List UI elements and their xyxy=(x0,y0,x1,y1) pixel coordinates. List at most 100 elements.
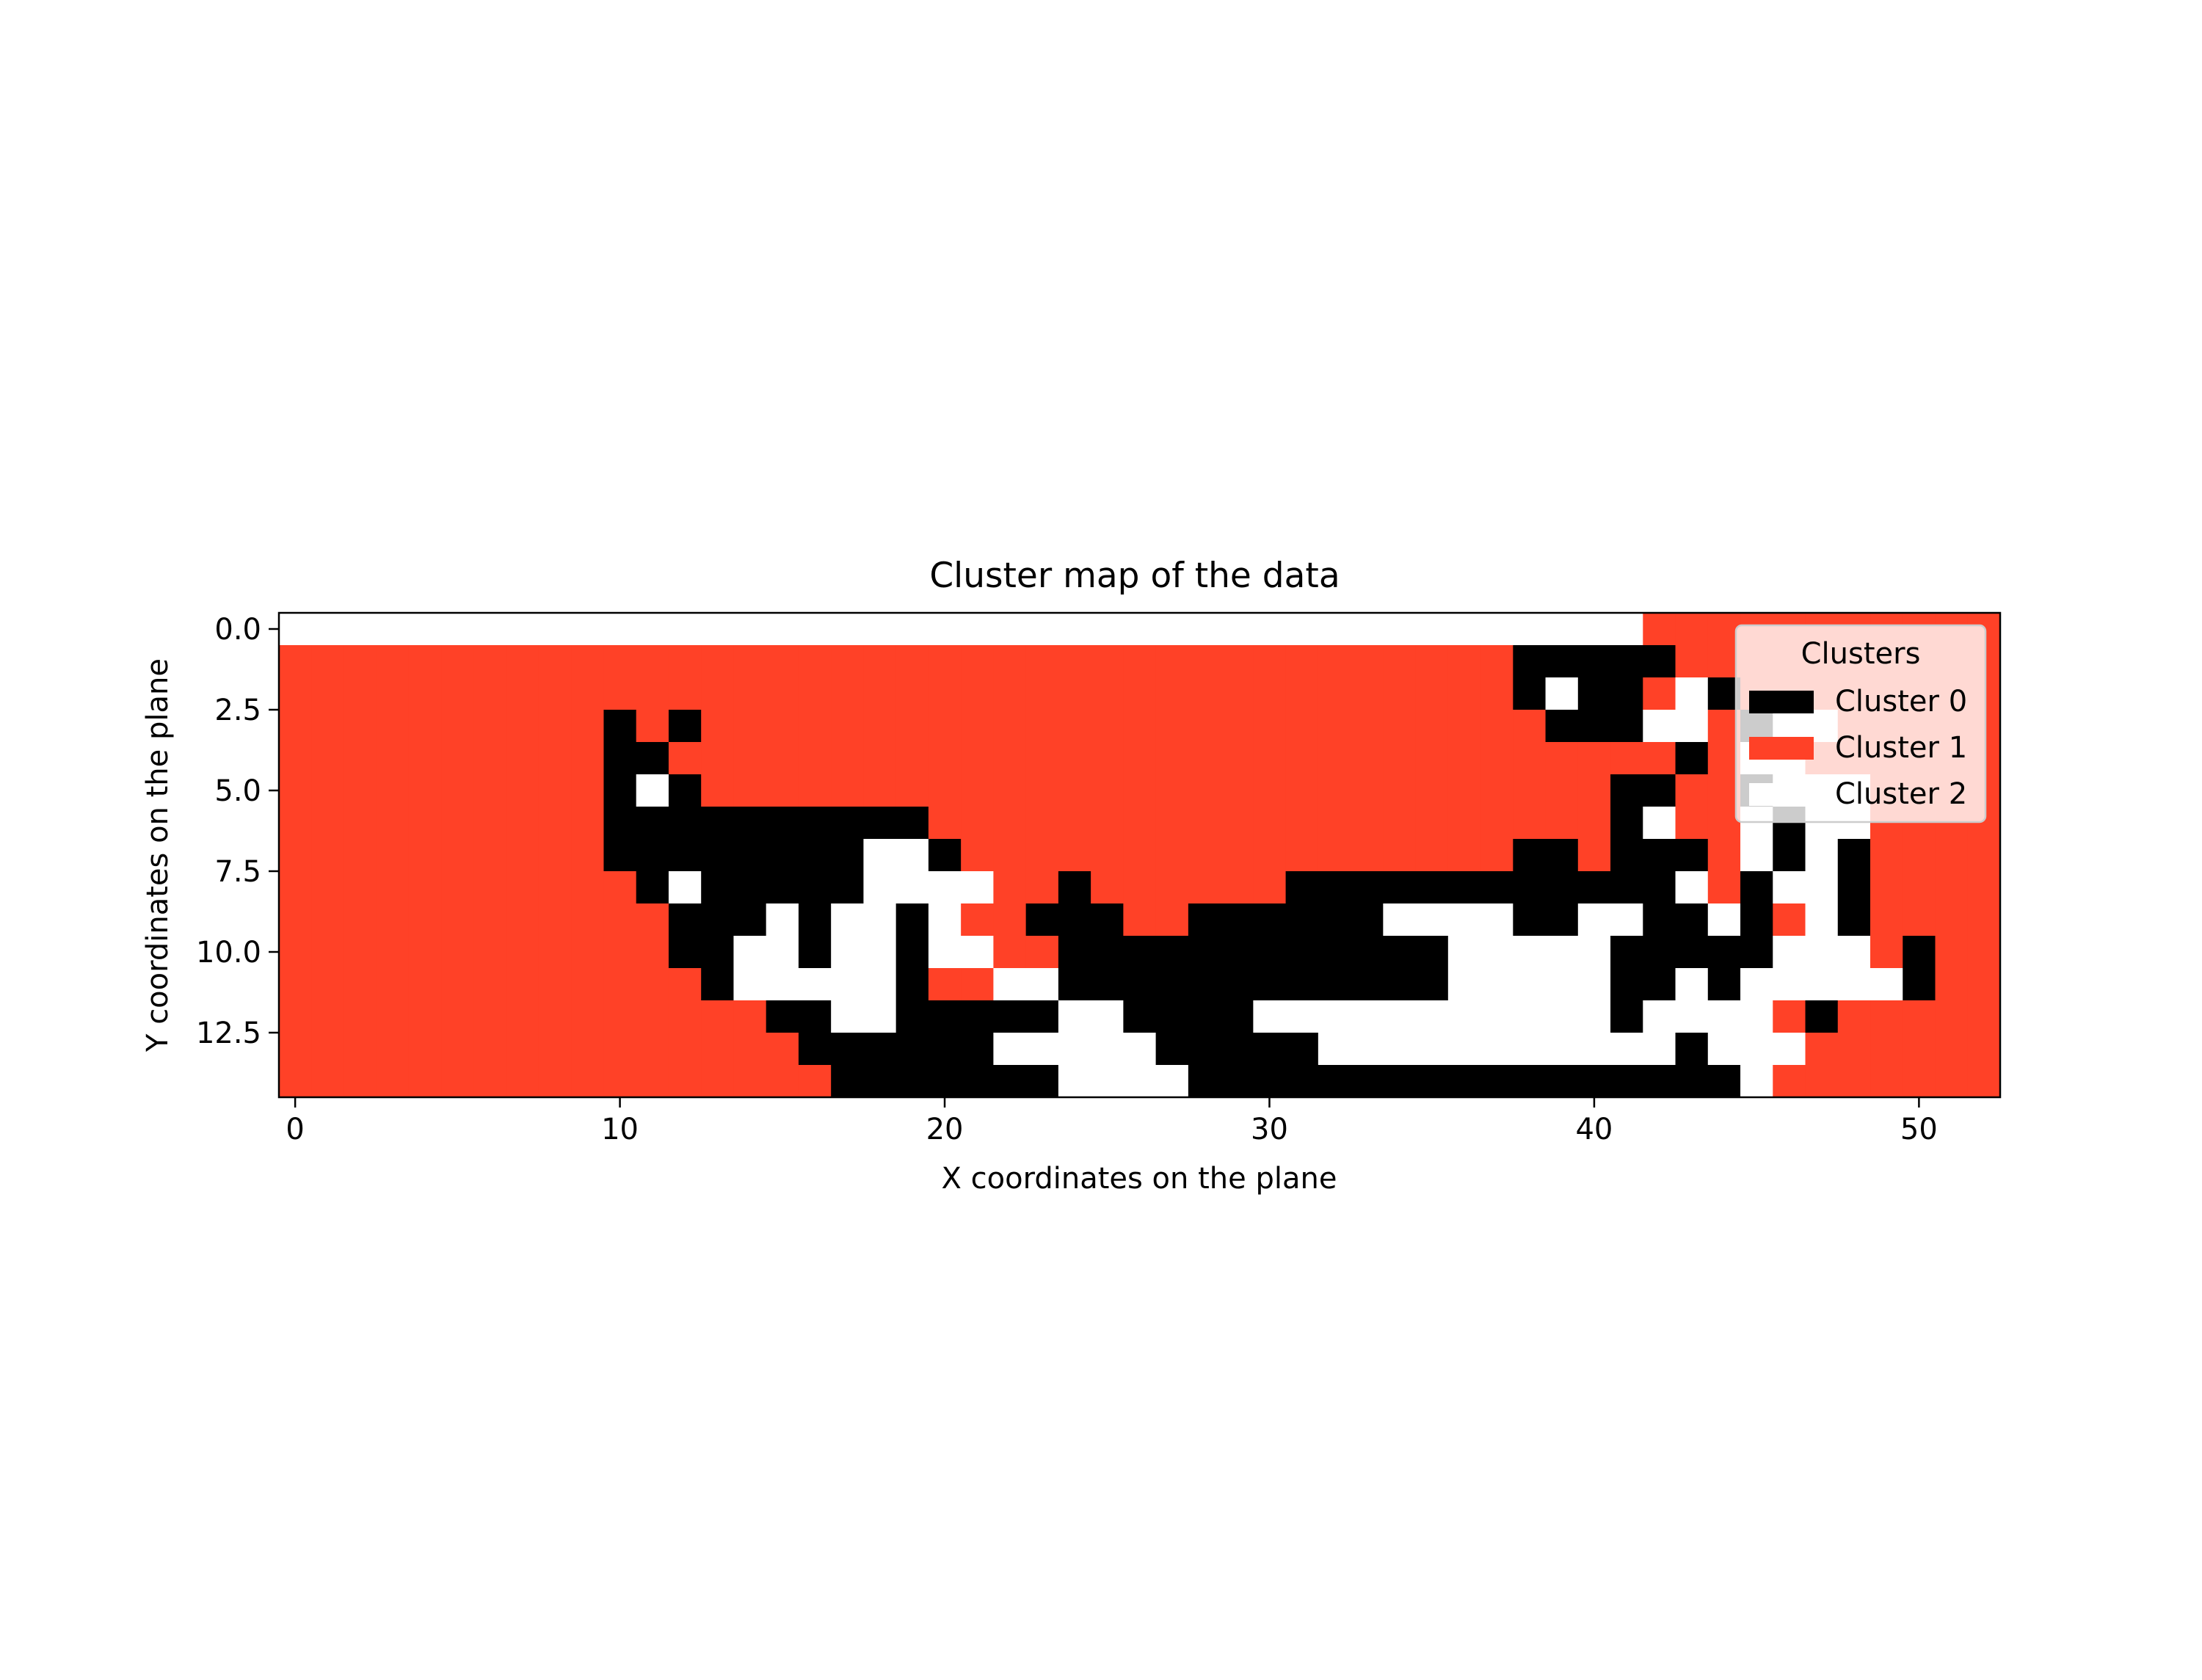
heatmap-cell xyxy=(1123,871,1157,904)
heatmap-cell xyxy=(766,1065,799,1098)
heatmap-cell xyxy=(1155,871,1189,904)
heatmap-cell xyxy=(1383,1000,1417,1033)
heatmap-cell xyxy=(863,645,897,678)
heatmap-cell xyxy=(831,774,865,807)
heatmap-cell xyxy=(1447,1033,1481,1066)
heatmap-cell xyxy=(1025,839,1059,872)
heatmap-cell xyxy=(668,645,702,678)
heatmap-cell xyxy=(1480,936,1514,969)
heatmap-cell xyxy=(1188,742,1221,775)
heatmap-cell xyxy=(1221,710,1254,743)
heatmap-cell xyxy=(1480,774,1514,807)
heatmap-cell xyxy=(733,710,767,743)
heatmap-cell xyxy=(668,1065,702,1098)
heatmap-cell xyxy=(1740,1065,1773,1098)
heatmap-cell xyxy=(1025,903,1059,937)
heatmap-cell xyxy=(733,903,767,937)
heatmap-cell xyxy=(961,1000,994,1033)
heatmap-cell xyxy=(538,774,572,807)
heatmap-cell xyxy=(1545,774,1579,807)
heatmap-cell xyxy=(1740,903,1773,937)
heatmap-cell xyxy=(1643,677,1676,710)
heatmap-cell xyxy=(1318,839,1351,872)
heatmap-cell xyxy=(1480,807,1514,840)
heatmap-cell xyxy=(1513,1000,1547,1033)
heatmap-cell xyxy=(311,903,345,937)
heatmap-cell xyxy=(571,1033,605,1066)
heatmap-cell xyxy=(1188,968,1221,1001)
heatmap-cell xyxy=(1903,1033,1936,1066)
heatmap-cell xyxy=(928,968,962,1001)
heatmap-cell xyxy=(1383,742,1417,775)
heatmap-cell xyxy=(895,1000,929,1033)
heatmap-cell xyxy=(1383,936,1417,969)
heatmap-cell xyxy=(928,710,962,743)
heatmap-cell xyxy=(636,1000,669,1033)
heatmap-cell xyxy=(344,1000,377,1033)
heatmap-cell xyxy=(571,1000,605,1033)
heatmap-cell xyxy=(766,1033,799,1066)
heatmap-cell xyxy=(993,1065,1027,1098)
heatmap-cell xyxy=(603,1033,637,1066)
heatmap-cell xyxy=(279,1065,312,1098)
heatmap-cell xyxy=(1188,903,1221,937)
heatmap-cell xyxy=(1577,742,1611,775)
heatmap-cell xyxy=(1545,903,1579,937)
heatmap-cell xyxy=(831,871,865,904)
heatmap-cell xyxy=(1351,645,1384,678)
heatmap-cell xyxy=(311,807,345,840)
heatmap-cell xyxy=(311,1065,345,1098)
legend-entries: Cluster 0 Cluster 1 Cluster 2 xyxy=(1749,685,1967,811)
heatmap-cell xyxy=(1577,677,1611,710)
heatmap-cell xyxy=(1221,742,1254,775)
heatmap-cell xyxy=(928,613,962,646)
heatmap-cell xyxy=(1545,645,1579,678)
heatmap-cell xyxy=(506,807,539,840)
heatmap-cell xyxy=(636,903,669,937)
heatmap-cell xyxy=(1545,936,1579,969)
heatmap-cell xyxy=(668,613,702,646)
heatmap-cell xyxy=(798,710,832,743)
heatmap-cell xyxy=(408,1033,442,1066)
heatmap-cell xyxy=(1610,645,1643,678)
heatmap-cell xyxy=(636,1033,669,1066)
heatmap-cell xyxy=(473,613,507,646)
heatmap-cell xyxy=(603,774,637,807)
heatmap-cell xyxy=(831,613,865,646)
heatmap-cell xyxy=(1837,968,1871,1001)
heatmap-cell xyxy=(1415,710,1449,743)
heatmap-cell xyxy=(1675,807,1709,840)
heatmap-cell xyxy=(1773,1000,1806,1033)
heatmap-cell xyxy=(1643,645,1676,678)
heatmap-cell xyxy=(279,742,312,775)
heatmap-cell xyxy=(571,742,605,775)
heatmap-cell xyxy=(1253,613,1287,646)
heatmap-cell xyxy=(1577,645,1611,678)
heatmap-cell xyxy=(1707,839,1741,872)
heatmap-cell xyxy=(1351,1033,1384,1066)
heatmap-cell xyxy=(1253,677,1287,710)
heatmap-cell xyxy=(1123,677,1157,710)
heatmap-cell xyxy=(1480,1000,1514,1033)
heatmap-cell xyxy=(1740,1033,1773,1066)
heatmap-cell xyxy=(1805,871,1839,904)
heatmap-cell xyxy=(1188,839,1221,872)
heatmap-cell xyxy=(1155,1000,1189,1033)
heatmap-cell xyxy=(1447,1000,1481,1033)
heatmap-cell xyxy=(1025,936,1059,969)
heatmap-cell xyxy=(961,871,994,904)
heatmap-cell xyxy=(1513,710,1547,743)
heatmap-cell xyxy=(701,968,735,1001)
heatmap-cell xyxy=(1221,903,1254,937)
heatmap-cell xyxy=(1221,871,1254,904)
heatmap-cell xyxy=(863,613,897,646)
heatmap-cell xyxy=(928,1065,962,1098)
heatmap-cell xyxy=(279,903,312,937)
heatmap-cell xyxy=(766,807,799,840)
heatmap-cell xyxy=(603,839,637,872)
heatmap-cell xyxy=(1123,613,1157,646)
heatmap-cell xyxy=(1805,839,1839,872)
x-axis-ticks: 0 10 20 30 40 50 xyxy=(286,1097,1938,1146)
heatmap-cell xyxy=(1903,903,1936,937)
heatmap-cell xyxy=(279,968,312,1001)
